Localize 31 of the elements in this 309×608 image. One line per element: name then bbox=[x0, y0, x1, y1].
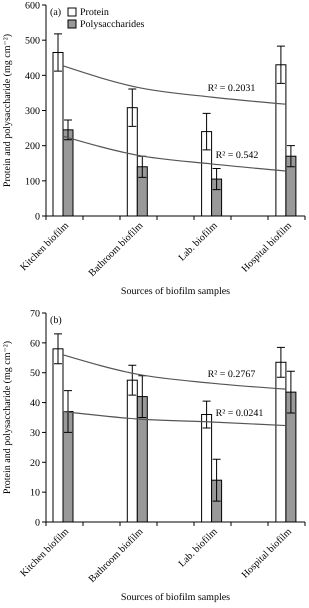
y-tick-label: 600 bbox=[25, 0, 40, 12]
y-tick-label: 70 bbox=[30, 308, 40, 320]
x-axis-title: Sources of biofilm samples bbox=[120, 286, 230, 297]
y-tick-label: 10 bbox=[30, 488, 40, 499]
annotation: R² = 0.2031 bbox=[208, 83, 256, 94]
y-tick-label: 400 bbox=[25, 70, 40, 82]
legend-label: Protein bbox=[80, 7, 109, 18]
annotation: R² = 0.0241 bbox=[216, 408, 264, 419]
line-series bbox=[62, 136, 286, 172]
y-tick-label: 30 bbox=[30, 428, 40, 439]
y-tick-label: 500 bbox=[25, 36, 40, 47]
annotation: R² = 0.2767 bbox=[208, 369, 256, 380]
line-series bbox=[62, 354, 286, 390]
x-axis-title: Sources of biofilm samples bbox=[120, 592, 230, 603]
y-tick-label: 20 bbox=[30, 458, 40, 469]
annotation: (a) bbox=[50, 7, 62, 18]
line-series bbox=[62, 410, 286, 426]
line-series bbox=[62, 65, 286, 105]
y-axis-title: Protein and polysaccharide (mg cm⁻²) bbox=[2, 34, 13, 188]
annotation: R² = 0.542 bbox=[216, 150, 258, 161]
annotation: (b) bbox=[50, 315, 62, 326]
y-tick-label: 100 bbox=[25, 176, 40, 188]
y-tick-label: 200 bbox=[25, 141, 40, 152]
y-axis-title: Protein and polysaccharide (mg cm⁻²) bbox=[2, 340, 13, 494]
y-tick-label: 50 bbox=[30, 368, 40, 380]
y-tick-label: 60 bbox=[30, 338, 40, 350]
y-tick-label: 0 bbox=[35, 212, 40, 222]
y-tick-label: 300 bbox=[25, 106, 40, 117]
y-tick-label: 40 bbox=[30, 398, 40, 410]
legend-label: Polysaccharides bbox=[80, 19, 145, 30]
y-tick-label: 0 bbox=[35, 518, 40, 528]
